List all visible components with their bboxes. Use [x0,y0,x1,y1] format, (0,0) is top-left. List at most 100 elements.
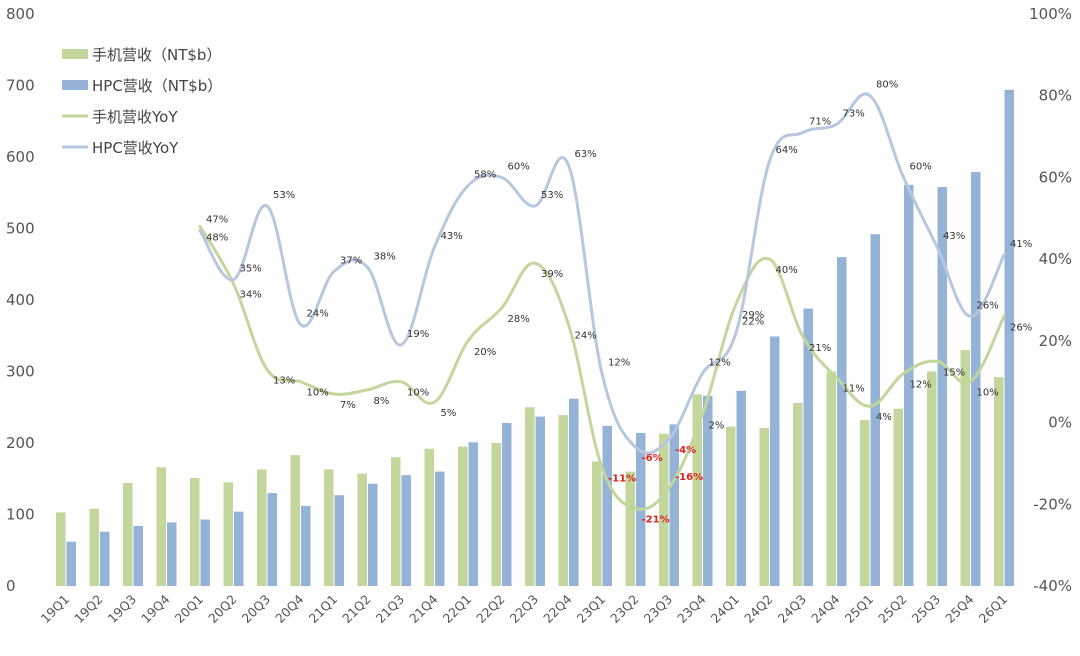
hpc-revenue-bar-19Q1 [66,541,76,586]
phone-revenue-bar-24Q2 [759,427,769,586]
x-axis-tick-20Q2: 20Q2 [205,592,239,626]
hpc-yoy-label-22Q2: 60% [508,161,530,172]
phone-yoy-label-22Q1: 20% [474,347,496,358]
x-axis-tick-23Q4: 23Q4 [674,591,708,625]
phone-yoy-label-24Q4: 11% [843,384,865,395]
phone-yoy-label-25Q3: 15% [943,367,965,378]
x-axis-tick-25Q1: 25Q1 [842,592,876,626]
phone-yoy-label-21Q1: 7% [340,400,356,411]
phone-revenue-bar-21Q2 [357,473,367,586]
hpc-yoy-label-23Q2: -6% [642,453,663,464]
left-axis-tick-100: 100 [6,506,35,524]
phone-yoy-label-20Q2: 34% [240,290,262,301]
hpc-yoy-label-23Q3: -4% [675,445,696,456]
right-axis-tick--40%: -40% [1033,577,1072,595]
phone-revenue-bar-19Q1 [56,512,66,586]
phone-revenue-bar-20Q2 [223,482,233,586]
phone-yoy-label-22Q3: 39% [541,269,563,280]
x-axis-tick-21Q4: 21Q4 [406,591,440,625]
phone-yoy-label-25Q2: 12% [910,380,932,391]
hpc-yoy-label-22Q4: 63% [575,149,597,160]
x-axis-tick-23Q2: 23Q2 [607,592,641,626]
hpc-yoy-label-22Q3: 53% [541,190,563,201]
phone-yoy-label-26Q1: 26% [1010,322,1032,333]
hpc-yoy-label-25Q3: 43% [943,231,965,242]
phone-revenue-bar-25Q3 [927,371,937,586]
hpc-revenue-bar-20Q4 [301,505,311,586]
bar-series [56,89,1014,586]
phone-yoy-label-23Q3: -16% [675,472,703,483]
phone-revenue-bar-23Q3 [659,433,669,586]
hpc-revenue-bar-21Q3 [401,475,411,586]
phone-revenue-bar-21Q3 [391,457,401,586]
phone-yoy-label-22Q2: 28% [508,314,530,325]
phone-yoy-line [198,225,1006,511]
phone-revenue-bar-24Q3 [793,402,803,586]
hpc-revenue-bar-21Q1 [334,495,344,586]
x-axis-tick-21Q1: 21Q1 [306,592,340,626]
left-axis-tick-500: 500 [6,220,35,238]
phone-revenue-bar-20Q1 [190,478,200,586]
x-axis-tick-23Q1: 23Q1 [574,592,608,626]
hpc-yoy-label-25Q2: 60% [910,161,932,172]
hpc-revenue-bar-21Q4 [435,471,445,586]
left-axis-tick-600: 600 [6,148,35,166]
x-axis-tick-21Q3: 21Q3 [373,592,407,626]
hpc-yoy-label-23Q1: 12% [608,358,630,369]
hpc-yoy-label-20Q3: 53% [273,190,295,201]
phone-revenue-bar-19Q4 [156,467,166,586]
hpc-yoy-label-20Q4: 24% [307,309,329,320]
hpc-yoy-label-24Q1: 22% [742,317,764,328]
right-axis-ticks: -40% -20% 0% 20% 40% 60% 80% 100% [1029,5,1072,595]
hpc-yoy-label-20Q2: 35% [240,264,262,275]
phone-revenue-bar-19Q3 [123,483,133,586]
phone-yoy-label-24Q1: 29% [742,310,764,321]
x-axis-tick-24Q3: 24Q3 [775,592,809,626]
phone-yoy-label-21Q3: 10% [407,388,429,399]
x-axis-tick-20Q4: 20Q4 [272,591,306,625]
hpc-revenue-bar-19Q2 [100,531,110,586]
hpc-revenue-bar-19Q4 [167,522,177,586]
x-axis-tick-21Q2: 21Q2 [339,592,373,626]
hpc-yoy-label-25Q4: 26% [977,300,999,311]
data-labels: 48% 34% 13% 10% 7% 8% 10% 5% 20% 28% 39% 24% -11% -21… [206,80,1032,526]
phone-yoy-label-23Q2: -21% [642,514,670,525]
right-axis-tick-20%: 20% [1039,332,1072,350]
hpc-revenue-bar-23Q4 [703,395,713,586]
hpc-revenue-bar-24Q4 [837,257,847,586]
left-axis-tick-800: 800 [6,5,35,23]
phone-yoy-label-21Q4: 5% [441,408,457,419]
x-axis-tick-23Q3: 23Q3 [641,592,675,626]
phone-revenue-bar-24Q4 [826,371,836,586]
hpc-yoy-label-26Q1: 41% [1010,239,1032,250]
hpc-revenue-bar-25Q2 [904,184,914,586]
hpc-revenue-bar-25Q4 [971,172,981,586]
x-axis-tick-24Q2: 24Q2 [741,592,775,626]
x-axis-tick-25Q3: 25Q3 [909,592,943,626]
legend-phone-revenue-swatch [62,49,88,59]
phone-revenue-bar-23Q4 [692,394,702,586]
phone-revenue-bar-20Q4 [290,455,300,586]
x-axis-tick-26Q1: 26Q1 [976,592,1010,626]
hpc-yoy-label-25Q1: 80% [876,80,898,91]
phone-revenue-bar-23Q2 [625,471,635,586]
phone-yoy-label-23Q1: -11% [608,474,636,485]
hpc-revenue-bar-20Q1 [200,519,210,586]
legend: 手机营收（NT$b） HPC营收（NT$b） 手机营收YoY HPC营收YoY [62,46,222,157]
phone-yoy-label-25Q4: 10% [977,388,999,399]
hpc-revenue-bar-23Q3 [669,424,679,586]
hpc-revenue-bar-21Q2 [368,483,378,586]
legend-hpc-revenue-label: HPC营收（NT$b） [92,77,222,95]
phone-revenue-bar-19Q2 [89,508,99,586]
hpc-yoy-line [198,92,1006,455]
hpc-revenue-bar-22Q4 [569,398,579,586]
hpc-revenue-bar-24Q3 [803,308,813,586]
hpc-yoy-label-20Q1: 47% [206,215,228,226]
phone-revenue-bar-22Q1 [458,446,468,586]
x-axis-tick-22Q1: 22Q1 [440,592,474,626]
hpc-yoy-label-24Q3: 71% [809,116,831,127]
phone-revenue-bar-22Q4 [558,415,568,586]
right-axis-tick-40%: 40% [1039,250,1072,268]
